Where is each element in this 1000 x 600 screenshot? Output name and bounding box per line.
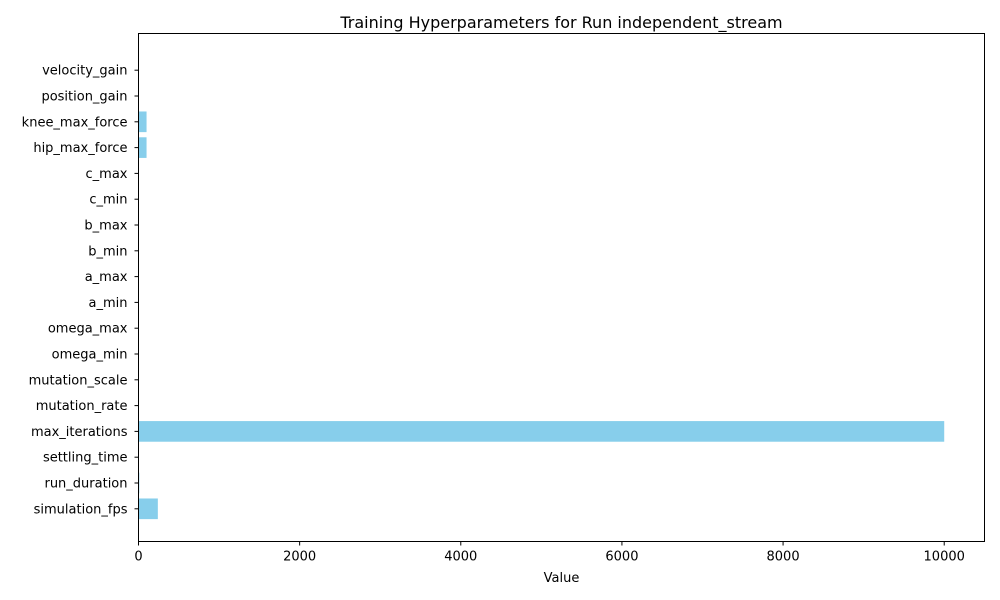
x-tick-label: 0 — [134, 550, 142, 565]
y-tick-label: c_max — [86, 167, 128, 182]
bars-group — [138, 59, 945, 520]
x-tick-label: 2000 — [283, 550, 316, 565]
y-tick-label: hip_max_force — [33, 141, 127, 156]
y-tick-label: b_max — [84, 219, 127, 234]
plot-frame — [138, 33, 985, 542]
y-tick-label: max_iterations — [31, 425, 128, 440]
x-axis-label: Value — [544, 571, 580, 586]
y-tick-label: knee_max_force — [22, 115, 128, 130]
y-tick-label: mutation_scale — [29, 373, 128, 388]
x-axis-ticks: 0 2000 4000 6000 8000 10000 — [134, 541, 965, 565]
y-tick-label: a_min — [89, 296, 128, 311]
x-tick-label: 4000 — [444, 550, 477, 565]
x-tick-label: 10000 — [924, 550, 965, 565]
bar — [138, 421, 945, 442]
bar — [138, 137, 147, 158]
y-tick-label: a_max — [85, 270, 128, 285]
y-tick-label: position_gain — [41, 90, 127, 105]
y-tick-label: mutation_rate — [36, 399, 128, 414]
x-tick-label: 6000 — [605, 550, 638, 565]
bar — [138, 111, 147, 133]
y-tick-label: velocity_gain — [42, 64, 127, 79]
y-tick-label: c_min — [89, 193, 127, 208]
y-tick-label: settling_time — [43, 451, 128, 466]
y-tick-label: omega_min — [52, 348, 128, 363]
y-tick-label: b_min — [88, 244, 127, 259]
x-tick-label: 8000 — [767, 550, 800, 565]
y-tick-label: omega_max — [48, 322, 128, 337]
y-tick-label: simulation_fps — [34, 502, 128, 517]
chart-title: Training Hyperparameters for Run indepen… — [339, 13, 782, 33]
bar — [138, 498, 158, 520]
y-tick-label: run_duration — [44, 477, 127, 492]
y-axis-ticks: simulation_fps run_duration settling_time m… — [22, 64, 139, 517]
